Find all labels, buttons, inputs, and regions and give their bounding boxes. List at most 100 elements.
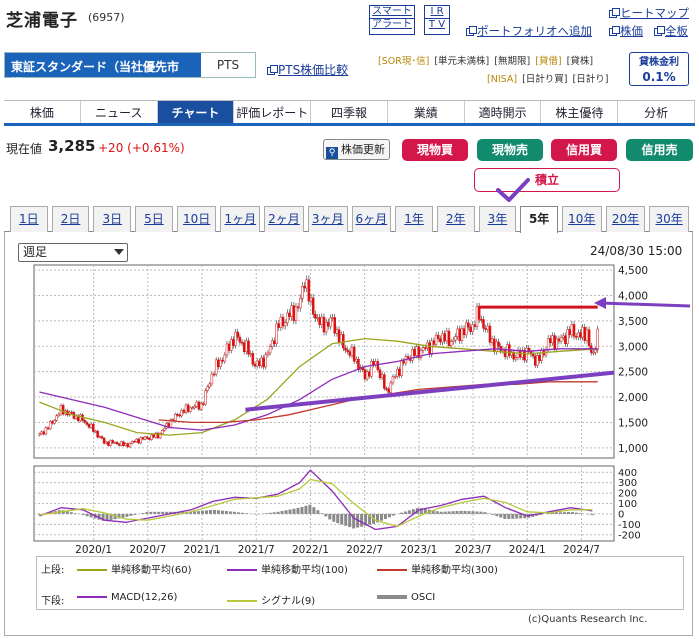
lending-rate-box[interactable]: 貸株金利 0.1% [629,52,689,86]
osci-bar [511,513,515,519]
period-tab-2[interactable]: 3日 [93,206,132,232]
ir-tv-link[interactable]: I R T V [424,5,450,35]
smart-alert-link[interactable]: スマート アラート [369,5,415,35]
period-tab-8[interactable]: 6ヶ月 [351,206,392,232]
period-tab-6[interactable]: 2ヶ月 [264,206,304,232]
nav-tab-6[interactable]: 適時開示 [465,101,542,123]
osci-bar [308,504,312,514]
candle-body [180,410,183,417]
candle-body [70,411,74,414]
price-tick-label: 3,500 [618,316,648,328]
candle-body [214,359,218,375]
osci-bar [280,511,284,514]
candle-body [337,329,341,343]
margin-sell-button[interactable]: 信用売 [626,139,693,161]
macd-tick-label: 0 [618,509,624,520]
margin-buy-button[interactable]: 信用買 [551,139,617,161]
period-tab-4[interactable]: 10日 [176,206,217,232]
nav-tab-2[interactable]: チャート [157,101,235,123]
candle-body [294,306,298,321]
osci-bar [165,511,169,514]
legend-item-0-0: 単純移動平均(60) [77,561,192,576]
osci-bar [117,513,121,519]
candle-body [324,321,328,333]
candle-body [331,317,334,319]
candle-body [236,331,239,338]
osci-bar [491,513,495,515]
market-option-tse-standard[interactable]: 東証スタンダード（当社優先市場) [5,53,201,91]
cash-sell-button[interactable]: 現物売 [477,139,543,161]
period-tab-10[interactable]: 2年 [436,206,475,232]
period-tab-7[interactable]: 3ヶ月 [307,206,348,232]
nav-tab-8[interactable]: 分析 [618,101,696,123]
candle-body [139,437,142,444]
osci-bar [467,511,471,514]
candle-body [344,347,347,351]
legend-label: シグナル(9) [261,596,316,607]
ir-link[interactable]: I R [425,6,449,19]
osci-bar [89,513,93,518]
refresh-price-button[interactable]: ⚲ 株価更新 [323,139,390,160]
osci-bar [336,513,340,524]
pts-compare-link[interactable]: PTS株価比較 [267,61,348,78]
osci-bar [555,512,559,514]
x-tick-label: 2021/1 [184,544,221,556]
market-option-pts[interactable]: PTS [216,58,240,72]
osci-bar [81,513,85,516]
nav-tab-1[interactable]: ニュース [81,101,158,123]
candle-body [488,325,492,343]
nav-tab-7[interactable]: 株主優待 [541,101,619,123]
tv-link[interactable]: T V [428,19,446,30]
period-tab-15[interactable]: 30年 [649,206,689,232]
stock-link[interactable]: 株価 [609,23,643,39]
cash-buy-button[interactable]: 現物買 [402,139,468,161]
nav-tab-3[interactable]: 評価レポート [234,101,312,123]
heatmap-link[interactable]: ヒートマップ [609,5,689,21]
period-tab-1[interactable]: 2日 [51,206,90,232]
candle-body [61,405,65,415]
price-tick-label: 1,500 [618,417,648,429]
nav-tab-4[interactable]: 四季報 [311,101,388,123]
osci-bar [403,511,407,514]
osci-bar [204,510,208,514]
pts-compare-label: PTS株価比較 [278,63,349,77]
osci-bar [399,512,403,514]
candle-body [428,342,431,355]
candle-body [536,355,539,366]
legend-label: 単純移動平均(100) [261,565,348,576]
candle-body [264,354,268,368]
period-tab-3[interactable]: 5日 [135,206,173,232]
period-tab-11[interactable]: 3年 [478,206,517,232]
osci-bar [507,513,511,519]
candle-body [460,328,464,341]
legend-label: OSCI [411,592,436,603]
tsumitate-button[interactable]: 積立 [474,168,620,192]
period-tab-14[interactable]: 20年 [605,206,646,232]
candle-body [126,443,130,448]
period-tab-12[interactable]: 5年 [520,206,558,233]
candle-body [475,306,479,327]
candle-body [266,352,270,355]
osci-bar [352,513,356,529]
portfolio-add-link[interactable]: ポートフォリオへ追加 [466,23,592,39]
candle-body [577,332,580,338]
all-board-link[interactable]: 全板 [654,23,688,39]
osci-bar [431,510,435,514]
candle-body [163,427,166,431]
period-tab-9[interactable]: 1年 [395,206,433,232]
candle-body [273,340,276,345]
legend-swatch [227,600,257,602]
nav-tab-5[interactable]: 業績 [388,101,465,123]
copyright: (c)Quants Research Inc. [528,614,648,625]
candle-body [493,338,496,353]
market-selector[interactable]: 東証スタンダード（当社優先市場) PTS [4,52,256,91]
tag-lending: [貸借] [535,56,562,67]
osci-bar [264,513,268,514]
period-tab-5[interactable]: 1ヶ月 [220,206,261,232]
period-tab-13[interactable]: 10年 [561,206,602,232]
nav-tab-0[interactable]: 株価 [4,101,81,123]
period-tab-0[interactable]: 1日 [10,206,48,232]
x-tick-label: 2021/7 [238,544,275,556]
interval-select[interactable]: 週足 [18,243,128,262]
candle-body [512,351,515,360]
